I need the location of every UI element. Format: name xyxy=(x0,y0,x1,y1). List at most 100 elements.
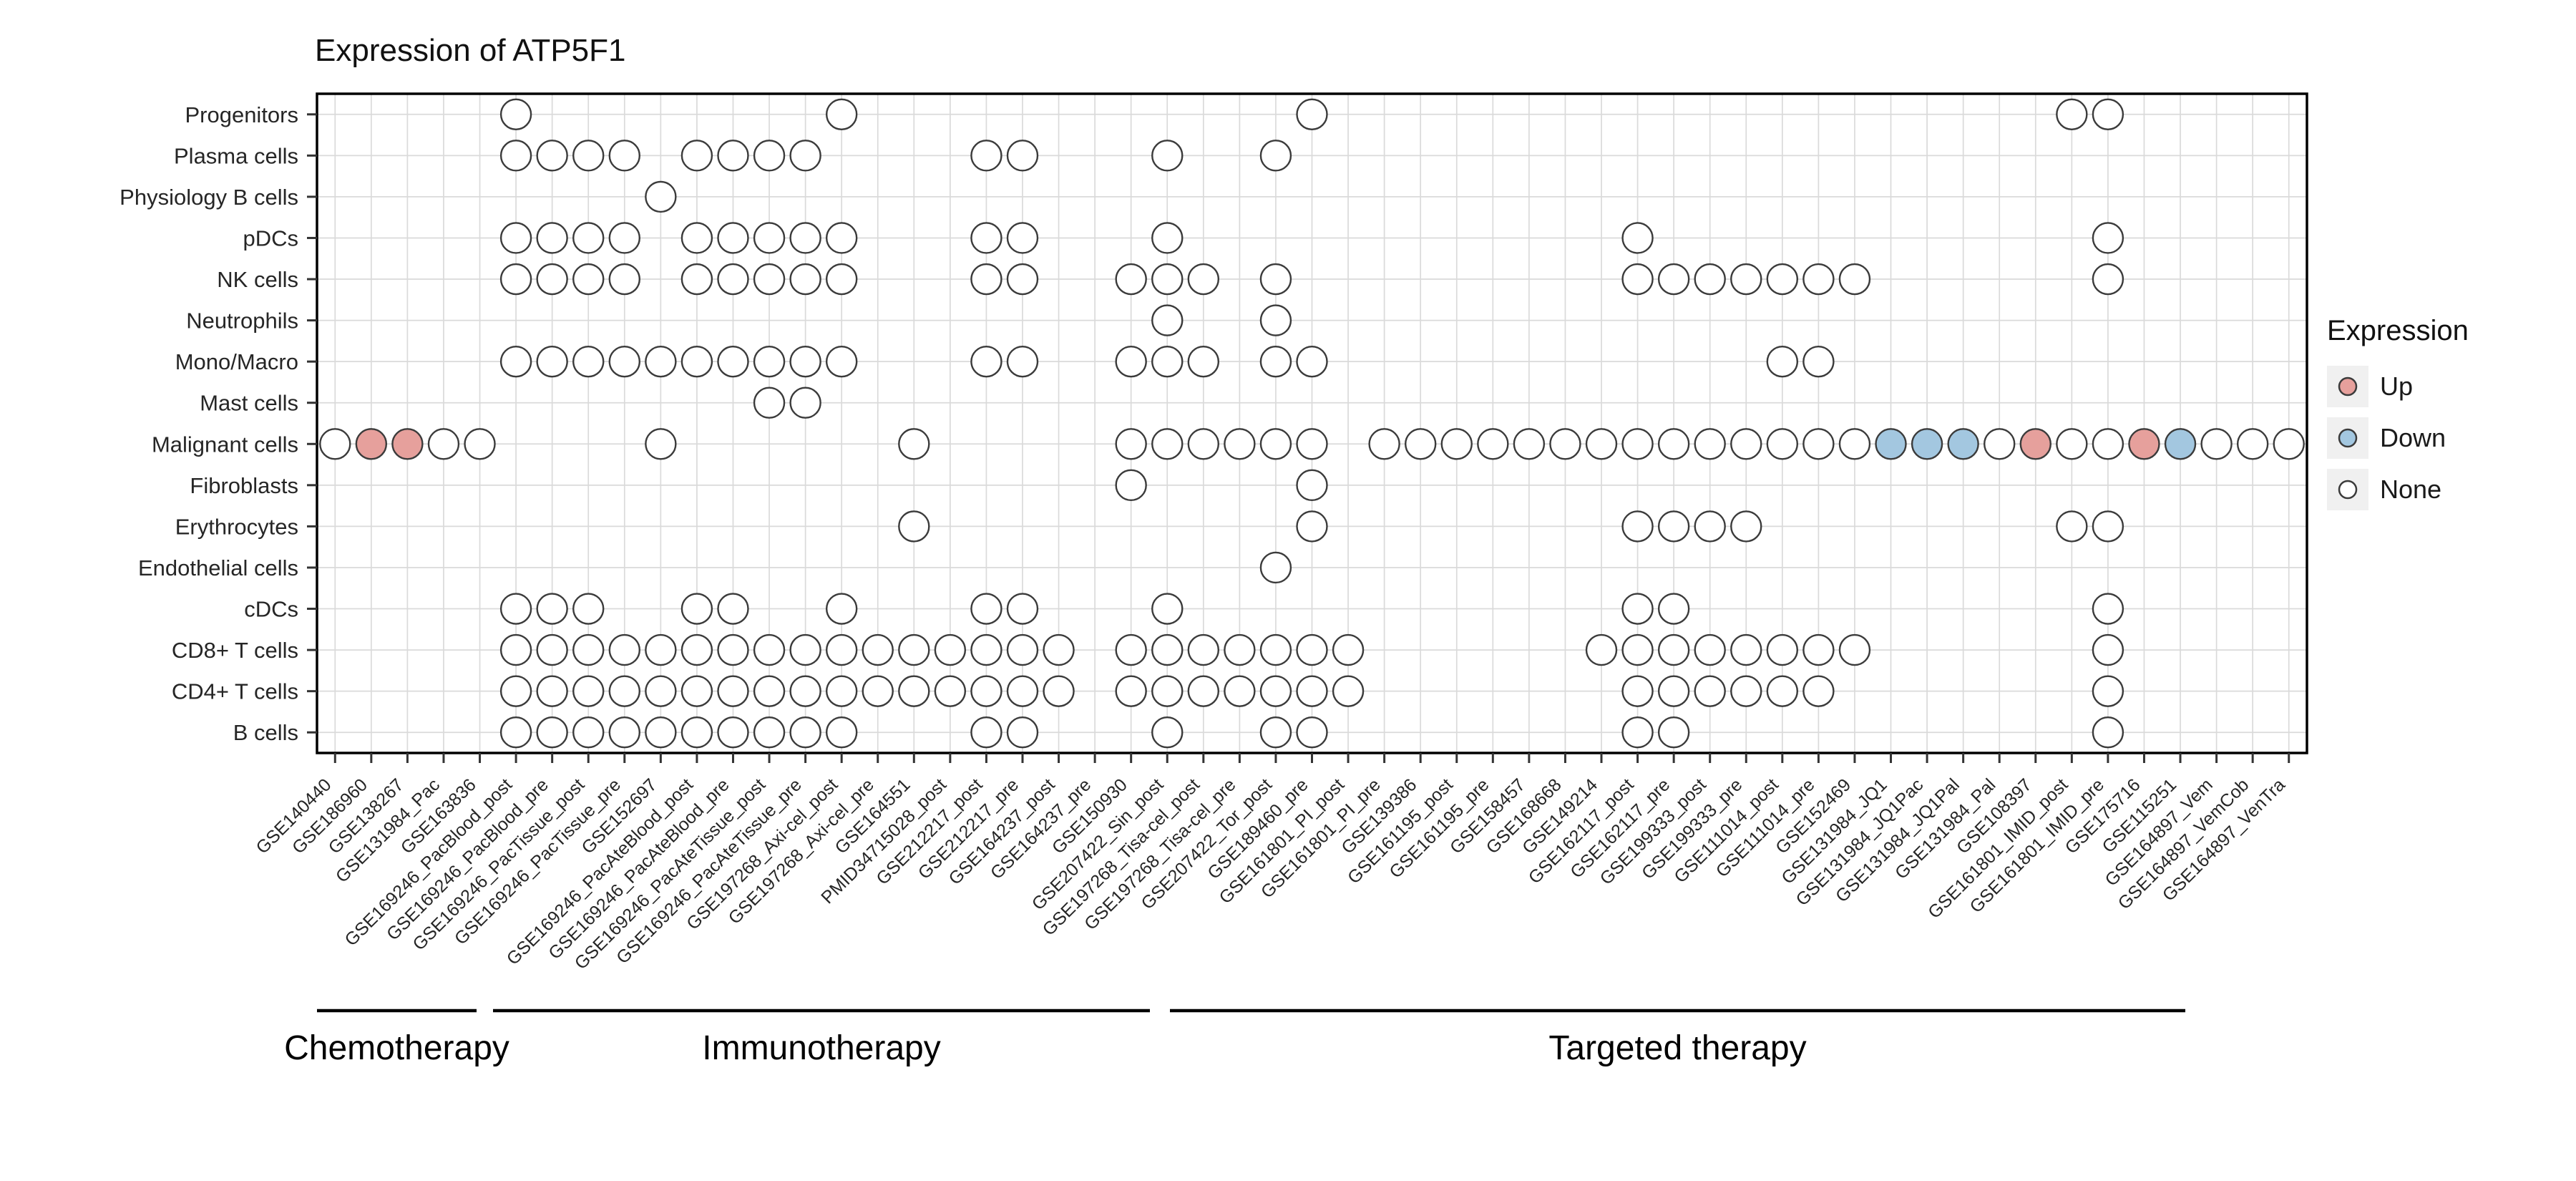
dot-none xyxy=(499,98,532,130)
dot-none xyxy=(1296,675,1328,707)
dot-none xyxy=(1621,222,1654,254)
dot-none xyxy=(1838,633,1871,666)
dot-none xyxy=(2056,428,2088,460)
dot-none xyxy=(862,675,894,707)
dot-none xyxy=(572,140,605,172)
dot-none xyxy=(680,345,713,378)
dot-none xyxy=(1006,345,1039,378)
dot-none xyxy=(825,98,858,130)
group-label: Targeted therapy xyxy=(1548,1029,1806,1067)
dot-none xyxy=(1296,428,1328,460)
dot-none xyxy=(1694,633,1726,666)
dot-none xyxy=(1838,428,1871,460)
dot-none xyxy=(572,675,605,707)
dot-none xyxy=(970,222,1002,254)
dot-none xyxy=(825,716,858,749)
dot-none xyxy=(1621,510,1654,543)
dot-none xyxy=(499,345,532,378)
dot-none xyxy=(1115,345,1147,378)
dot-none xyxy=(1549,428,1581,460)
dot-none xyxy=(2056,98,2088,130)
dot-none xyxy=(1657,510,1690,543)
row-label: cDCs xyxy=(244,597,298,622)
dot-none xyxy=(1730,510,1762,543)
dot-none xyxy=(1151,263,1184,296)
dot-none xyxy=(1259,140,1292,172)
dot-none xyxy=(2092,428,2124,460)
dot-none xyxy=(1259,551,1292,584)
dot-none xyxy=(2200,428,2233,460)
dot-none xyxy=(753,387,786,419)
dot-none xyxy=(1838,263,1871,296)
dot-none xyxy=(499,633,532,666)
legend-item-label: Up xyxy=(2380,371,2414,401)
dot-none xyxy=(1224,428,1256,460)
dot-none xyxy=(680,675,713,707)
dot-none xyxy=(1621,263,1654,296)
dot-down xyxy=(1911,428,1943,460)
dot-none xyxy=(970,716,1002,749)
dot-none xyxy=(1006,716,1039,749)
row-label: B cells xyxy=(233,720,298,745)
dot-none xyxy=(1043,675,1075,707)
dot-none xyxy=(1404,428,1437,460)
dot-none xyxy=(1259,675,1292,707)
dot-none xyxy=(1296,469,1328,502)
dot-none xyxy=(789,222,821,254)
dot-none xyxy=(2092,716,2124,749)
dot-none xyxy=(1006,593,1039,625)
dot-none xyxy=(536,593,568,625)
dot-none xyxy=(789,675,821,707)
dot-none xyxy=(608,675,640,707)
dot-none xyxy=(1694,263,1726,296)
dot-none xyxy=(2092,593,2124,625)
dot-none xyxy=(499,140,532,172)
row-label: Endothelial cells xyxy=(138,555,298,580)
dot-none xyxy=(536,675,568,707)
dot-none xyxy=(825,633,858,666)
dot-none xyxy=(1187,345,1220,378)
dot-none xyxy=(1477,428,1509,460)
dot-none xyxy=(1766,633,1799,666)
dot-none xyxy=(1730,633,1762,666)
dot-none xyxy=(2092,263,2124,296)
dot-up xyxy=(2019,428,2051,460)
dot-none xyxy=(1296,345,1328,378)
dot-none xyxy=(970,263,1002,296)
legend-items: Up Down None xyxy=(2327,366,2469,510)
row-label: Neutrophils xyxy=(186,308,298,334)
dot-none xyxy=(645,675,677,707)
dot-none xyxy=(1151,304,1184,336)
dot-none xyxy=(898,675,930,707)
dot-none xyxy=(645,180,677,213)
dot-none xyxy=(1332,633,1365,666)
dot-none xyxy=(1621,716,1654,749)
dot-none xyxy=(1151,593,1184,625)
row-label: pDCs xyxy=(243,225,298,251)
dot-none xyxy=(608,140,640,172)
dot-none xyxy=(1151,633,1184,666)
dot-none xyxy=(753,633,786,666)
dot-none xyxy=(1006,140,1039,172)
dot-none xyxy=(1368,428,1400,460)
row-label: Malignant cells xyxy=(152,432,298,457)
dot-none xyxy=(789,633,821,666)
dot-none xyxy=(898,633,930,666)
row-label: Mono/Macro xyxy=(175,349,298,374)
dot-none xyxy=(1115,428,1147,460)
dot-none xyxy=(1115,263,1147,296)
dot-none xyxy=(1766,345,1799,378)
dot-none xyxy=(1006,633,1039,666)
dot-none xyxy=(608,263,640,296)
dot-none xyxy=(717,593,749,625)
dot-none xyxy=(717,716,749,749)
dot-none xyxy=(2092,222,2124,254)
dot-none xyxy=(1730,428,1762,460)
row-label: CD8+ T cells xyxy=(172,638,298,663)
dot-none xyxy=(825,593,858,625)
dot-none xyxy=(753,345,786,378)
row-label: Fibroblasts xyxy=(190,473,298,498)
group-label: Chemotherapy xyxy=(284,1029,509,1067)
dot-none xyxy=(898,510,930,543)
